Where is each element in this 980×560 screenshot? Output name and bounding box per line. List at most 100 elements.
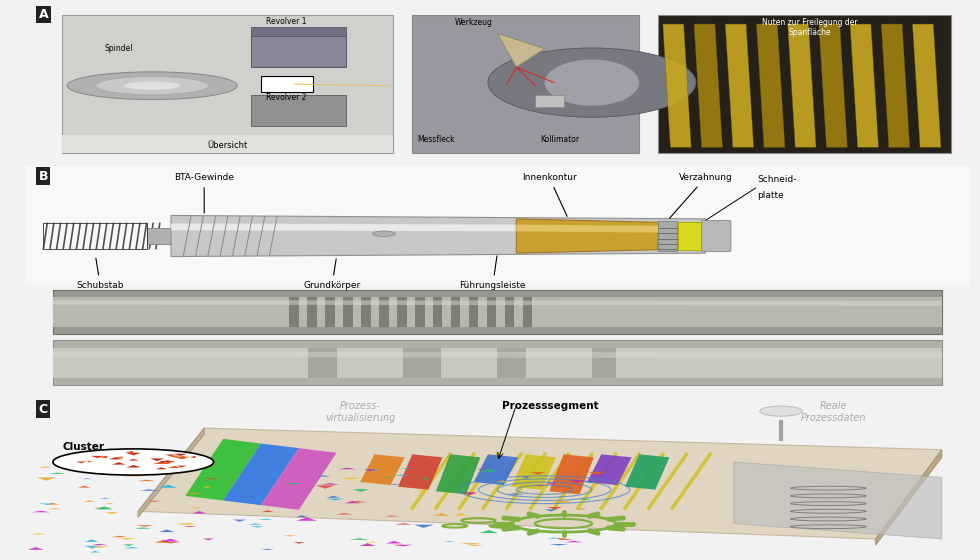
- Polygon shape: [512, 454, 556, 489]
- Polygon shape: [166, 455, 176, 456]
- Polygon shape: [325, 499, 345, 500]
- Polygon shape: [297, 517, 318, 521]
- Polygon shape: [479, 530, 499, 533]
- Polygon shape: [30, 533, 46, 534]
- Polygon shape: [360, 543, 375, 546]
- Polygon shape: [436, 454, 480, 494]
- Polygon shape: [136, 525, 154, 527]
- Text: Revolver 2: Revolver 2: [266, 94, 306, 102]
- Polygon shape: [73, 469, 83, 470]
- Polygon shape: [321, 483, 340, 484]
- Polygon shape: [453, 514, 467, 516]
- Polygon shape: [125, 451, 133, 454]
- Polygon shape: [395, 523, 414, 525]
- Polygon shape: [317, 475, 331, 477]
- Text: Nuten zur Freilegung der
Spanfläche: Nuten zur Freilegung der Spanfläche: [761, 18, 858, 38]
- Circle shape: [67, 72, 237, 100]
- Polygon shape: [185, 439, 261, 501]
- Polygon shape: [547, 507, 563, 510]
- Polygon shape: [83, 500, 94, 502]
- Polygon shape: [203, 478, 218, 479]
- Polygon shape: [498, 34, 545, 67]
- Ellipse shape: [488, 48, 696, 117]
- Polygon shape: [384, 515, 399, 516]
- Polygon shape: [559, 539, 573, 540]
- Polygon shape: [139, 489, 159, 491]
- Polygon shape: [451, 297, 461, 326]
- Polygon shape: [90, 547, 109, 548]
- Polygon shape: [576, 509, 587, 510]
- Polygon shape: [487, 297, 497, 326]
- Polygon shape: [850, 24, 878, 147]
- Polygon shape: [415, 490, 428, 491]
- Polygon shape: [398, 454, 443, 489]
- Polygon shape: [95, 506, 114, 510]
- Polygon shape: [148, 501, 161, 502]
- Polygon shape: [99, 456, 107, 458]
- Text: Spindel: Spindel: [105, 44, 133, 53]
- Polygon shape: [581, 498, 591, 500]
- Polygon shape: [420, 478, 430, 479]
- Polygon shape: [172, 216, 706, 256]
- Polygon shape: [48, 508, 62, 509]
- Polygon shape: [495, 481, 508, 483]
- Polygon shape: [162, 542, 180, 543]
- Circle shape: [53, 449, 214, 475]
- Bar: [53, 348, 942, 377]
- Polygon shape: [386, 541, 402, 544]
- Text: Schneid-: Schneid-: [758, 175, 797, 184]
- Polygon shape: [243, 495, 256, 497]
- Polygon shape: [109, 458, 122, 459]
- Polygon shape: [464, 492, 477, 494]
- Polygon shape: [183, 522, 195, 525]
- Polygon shape: [162, 460, 169, 463]
- Polygon shape: [588, 472, 606, 475]
- Text: A: A: [38, 8, 48, 21]
- FancyBboxPatch shape: [702, 221, 731, 251]
- Polygon shape: [262, 510, 274, 512]
- Polygon shape: [90, 551, 100, 553]
- Bar: [63, 135, 393, 153]
- Polygon shape: [84, 546, 100, 548]
- Polygon shape: [912, 24, 941, 147]
- Polygon shape: [734, 462, 942, 539]
- Polygon shape: [468, 544, 483, 546]
- Polygon shape: [308, 297, 317, 326]
- Bar: [592, 348, 615, 377]
- Polygon shape: [159, 530, 174, 532]
- Polygon shape: [340, 478, 361, 479]
- Circle shape: [123, 81, 180, 90]
- Polygon shape: [112, 536, 127, 537]
- Polygon shape: [123, 547, 140, 548]
- Polygon shape: [125, 452, 141, 455]
- Polygon shape: [547, 538, 560, 539]
- Polygon shape: [473, 454, 518, 485]
- Polygon shape: [82, 478, 92, 479]
- Polygon shape: [259, 519, 272, 520]
- Polygon shape: [345, 501, 360, 503]
- Polygon shape: [192, 511, 207, 514]
- Polygon shape: [261, 549, 274, 550]
- Polygon shape: [84, 539, 99, 542]
- Bar: [413, 15, 639, 153]
- Polygon shape: [366, 542, 379, 543]
- Bar: [252, 95, 346, 126]
- Polygon shape: [37, 477, 57, 480]
- Polygon shape: [463, 493, 476, 495]
- Bar: [63, 15, 393, 153]
- Polygon shape: [285, 483, 302, 484]
- Polygon shape: [31, 511, 50, 512]
- Polygon shape: [523, 297, 532, 326]
- Text: Prozess-
virtualisierung: Prozess- virtualisierung: [325, 401, 395, 423]
- Polygon shape: [137, 472, 154, 473]
- Polygon shape: [343, 297, 353, 326]
- Circle shape: [95, 77, 209, 95]
- Bar: [678, 222, 705, 250]
- Polygon shape: [757, 24, 785, 147]
- Polygon shape: [549, 544, 568, 545]
- Bar: [53, 290, 942, 334]
- Polygon shape: [325, 297, 335, 326]
- Polygon shape: [176, 466, 187, 468]
- Polygon shape: [261, 448, 336, 510]
- Bar: [24, 166, 970, 285]
